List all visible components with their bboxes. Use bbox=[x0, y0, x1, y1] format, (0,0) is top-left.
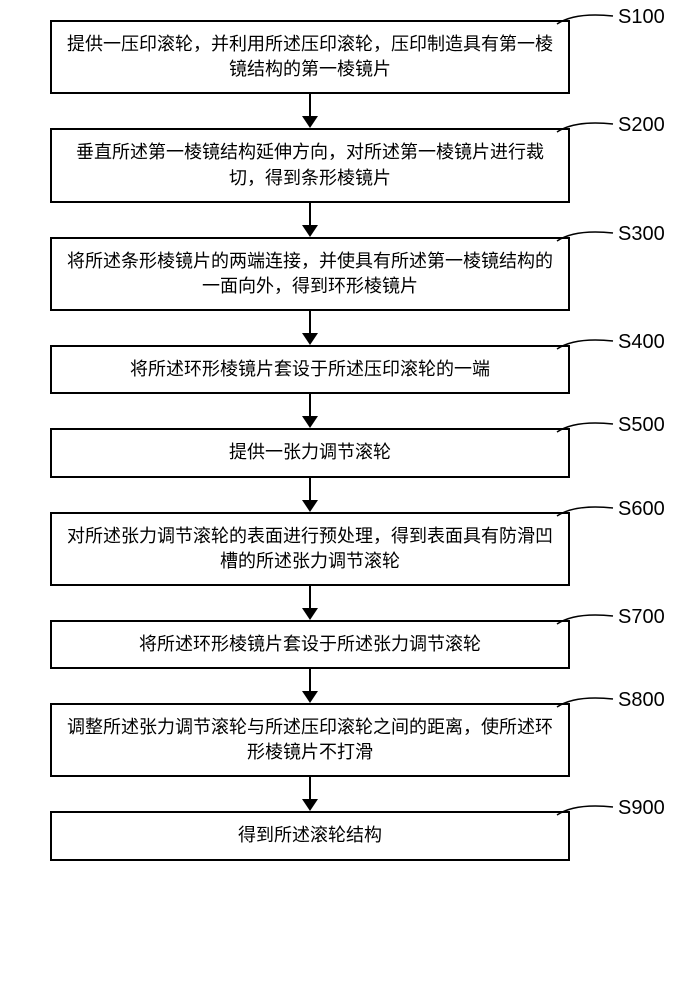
arrow bbox=[50, 586, 570, 620]
connector-s600 bbox=[555, 504, 615, 524]
step-label: S400 bbox=[618, 331, 665, 354]
step-text: 对所述张力调节滚轮的表面进行预处理，得到表面具有防滑凹槽的所述张力调节滚轮 bbox=[67, 526, 553, 571]
step-label: S300 bbox=[618, 223, 665, 246]
step-box-s600: 对所述张力调节滚轮的表面进行预处理，得到表面具有防滑凹槽的所述张力调节滚轮 bbox=[50, 512, 570, 586]
step-text: 得到所述滚轮结构 bbox=[238, 825, 382, 845]
step-box-s300: 将所述条形棱镜片的两端连接，并使具有所述第一棱镜结构的一面向外，得到环形棱镜片 bbox=[50, 237, 570, 311]
connector-s300 bbox=[555, 229, 615, 249]
connector-s500 bbox=[555, 420, 615, 440]
step-box-s200: 垂直所述第一棱镜结构延伸方向，对所述第一棱镜片进行裁切，得到条形棱镜片 bbox=[50, 128, 570, 202]
connector-s900 bbox=[555, 803, 615, 823]
step-label: S200 bbox=[618, 114, 665, 137]
step-label: S700 bbox=[618, 606, 665, 629]
step-label: S600 bbox=[618, 498, 665, 521]
arrow bbox=[50, 203, 570, 237]
connector-s800 bbox=[555, 695, 615, 715]
flowchart-container: 提供一压印滚轮，并利用所述压印滚轮，压印制造具有第一棱镜结构的第一棱镜片 垂直所… bbox=[40, 20, 580, 861]
step-label: S800 bbox=[618, 689, 665, 712]
connector-s400 bbox=[555, 337, 615, 357]
arrow bbox=[50, 669, 570, 703]
step-box-s900: 得到所述滚轮结构 bbox=[50, 811, 570, 860]
arrow bbox=[50, 777, 570, 811]
arrow bbox=[50, 478, 570, 512]
step-box-s700: 将所述环形棱镜片套设于所述张力调节滚轮 bbox=[50, 620, 570, 669]
step-text: 将所述环形棱镜片套设于所述张力调节滚轮 bbox=[139, 634, 481, 654]
step-label: S100 bbox=[618, 6, 665, 29]
step-box-s100: 提供一压印滚轮，并利用所述压印滚轮，压印制造具有第一棱镜结构的第一棱镜片 bbox=[50, 20, 570, 94]
step-box-s400: 将所述环形棱镜片套设于所述压印滚轮的一端 bbox=[50, 345, 570, 394]
step-text: 将所述环形棱镜片套设于所述压印滚轮的一端 bbox=[130, 359, 490, 379]
arrow bbox=[50, 394, 570, 428]
connector-s100 bbox=[555, 12, 615, 32]
arrow bbox=[50, 94, 570, 128]
arrow bbox=[50, 311, 570, 345]
step-box-s800: 调整所述张力调节滚轮与所述压印滚轮之间的距离，使所述环形棱镜片不打滑 bbox=[50, 703, 570, 777]
connector-s700 bbox=[555, 612, 615, 632]
connector-s200 bbox=[555, 120, 615, 140]
step-label: S500 bbox=[618, 414, 665, 437]
step-box-s500: 提供一张力调节滚轮 bbox=[50, 428, 570, 477]
step-label: S900 bbox=[618, 797, 665, 820]
step-text: 垂直所述第一棱镜结构延伸方向，对所述第一棱镜片进行裁切，得到条形棱镜片 bbox=[76, 142, 544, 187]
step-text: 调整所述张力调节滚轮与所述压印滚轮之间的距离，使所述环形棱镜片不打滑 bbox=[67, 717, 553, 762]
step-text: 提供一张力调节滚轮 bbox=[229, 442, 391, 462]
step-text: 将所述条形棱镜片的两端连接，并使具有所述第一棱镜结构的一面向外，得到环形棱镜片 bbox=[67, 251, 553, 296]
step-text: 提供一压印滚轮，并利用所述压印滚轮，压印制造具有第一棱镜结构的第一棱镜片 bbox=[67, 34, 553, 79]
